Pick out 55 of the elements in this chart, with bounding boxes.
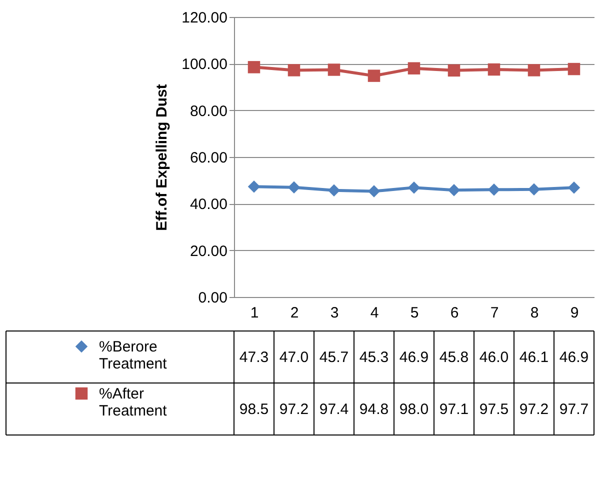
x-tick-label: 2 (290, 304, 299, 322)
y-tick-label: 80.00 (190, 102, 228, 120)
data-label: 45.7 (319, 349, 349, 366)
point (528, 183, 540, 196)
point (488, 63, 500, 76)
point (328, 184, 340, 196)
y-tick-label: 40.00 (190, 196, 228, 214)
data-label: 97.7 (559, 401, 589, 418)
point (568, 62, 580, 76)
data-label: 45.8 (439, 349, 469, 366)
y-tick-label: 0.00 (198, 290, 228, 306)
data-label: 97.5 (479, 401, 509, 418)
data-label: 46.0 (479, 349, 509, 366)
point (488, 184, 500, 196)
data-label: 97.4 (319, 401, 349, 418)
data-label: 98.5 (239, 401, 269, 418)
point (288, 64, 300, 76)
data-label: 97.2 (519, 401, 549, 418)
x-tick-label: 3 (330, 304, 339, 322)
point (448, 64, 460, 77)
x-tick-label: 1 (250, 304, 259, 322)
y-tick-label: 120.00 (182, 10, 228, 26)
data-label: 97.1 (439, 401, 469, 418)
y-tick-label: 20.00 (190, 242, 228, 260)
point (408, 62, 420, 74)
x-tick-label: 6 (450, 304, 459, 322)
y-tick-label: 60.00 (190, 150, 228, 166)
x-tick-label: 7 (490, 304, 499, 322)
point (408, 181, 420, 194)
legend-label: %Berore Treatment (99, 338, 168, 372)
point (368, 185, 380, 198)
data-label: 46.9 (559, 349, 589, 366)
y-tick-label: 100.00 (182, 56, 228, 74)
point (528, 64, 540, 76)
data-label: 46.9 (399, 349, 429, 366)
x-tick-label: 4 (370, 304, 379, 322)
point (328, 64, 340, 76)
y-axis-title: Eff.of Expelling Dust (154, 84, 171, 231)
data-label: 98.0 (399, 401, 429, 418)
point (248, 61, 260, 74)
x-tick-label: 8 (530, 304, 539, 322)
data-label: 45.3 (359, 349, 389, 366)
point (568, 181, 580, 194)
point (288, 181, 300, 194)
data-label: 47.3 (239, 349, 269, 366)
data-label: 46.1 (519, 349, 549, 366)
data-label: 94.8 (359, 401, 389, 418)
x-tick-label: 5 (410, 304, 419, 322)
point (368, 70, 380, 82)
x-tick-label: 9 (570, 304, 579, 322)
point (248, 180, 260, 193)
legend-label: %After Treatment (99, 386, 168, 420)
data-label: 47.0 (279, 349, 309, 366)
data-label: 97.2 (279, 401, 309, 418)
point (448, 184, 460, 196)
